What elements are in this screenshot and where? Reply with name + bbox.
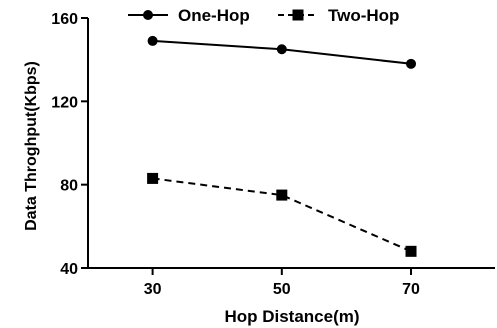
y-axis-label: Data Throghput(Kbps) — [23, 61, 40, 231]
chart-legend: One-Hop Two-Hop — [128, 6, 399, 25]
series-line-1 — [152, 177, 412, 253]
legend-marker-1 — [292, 9, 304, 21]
data-point-0 — [276, 44, 287, 55]
chart-series — [147, 35, 417, 257]
legend-label-1: Two-Hop — [328, 6, 399, 25]
y-tick-label: 40 — [60, 261, 78, 278]
legend-marker-0 — [143, 10, 153, 20]
data-point-1 — [147, 172, 159, 184]
legend-label-0: One-Hop — [178, 6, 250, 25]
chart-axes: 40 80 120 160 30 50 70 — [51, 11, 495, 298]
x-tick-label: 70 — [402, 281, 420, 298]
data-point-1 — [405, 245, 417, 257]
y-tick-label: 160 — [51, 11, 78, 28]
x-tick-label: 30 — [144, 281, 162, 298]
y-tick-label: 120 — [51, 94, 78, 111]
data-point-1 — [276, 189, 288, 201]
data-point-0 — [147, 35, 158, 46]
x-tick-label: 50 — [273, 281, 291, 298]
x-axis-label: Hop Distance(m) — [224, 307, 359, 326]
y-tick-label: 80 — [60, 178, 78, 195]
data-point-0 — [406, 58, 417, 69]
